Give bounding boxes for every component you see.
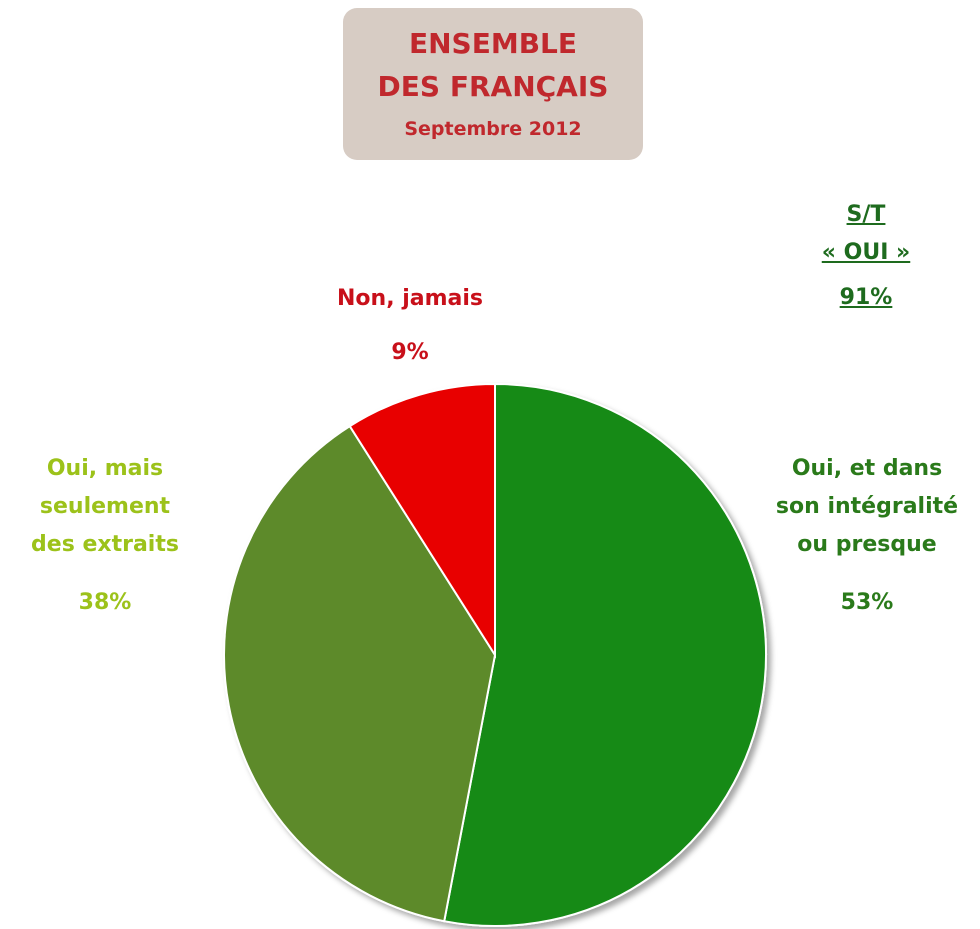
title-box: [343, 8, 643, 160]
value-label: 38%: [78, 590, 132, 615]
pie-slice: [443, 382, 767, 927]
slice-label: Non, jamais: [337, 286, 483, 311]
annotation: S/T « OUI »: [821, 202, 911, 265]
value-label: 53%: [840, 590, 894, 615]
slice-label: Oui, mais seulement des extraits: [31, 456, 179, 557]
pie: [223, 382, 767, 927]
pie-slice: [348, 382, 496, 659]
chart-subtitle: Septembre 2012: [404, 118, 582, 140]
slice-label: Oui, et dans son intégralité ou presque: [775, 456, 959, 557]
annotation: 91%: [839, 285, 893, 310]
chart-title: ENSEMBLE DES FRANÇAIS: [377, 27, 609, 103]
value-label: 9%: [391, 340, 429, 365]
